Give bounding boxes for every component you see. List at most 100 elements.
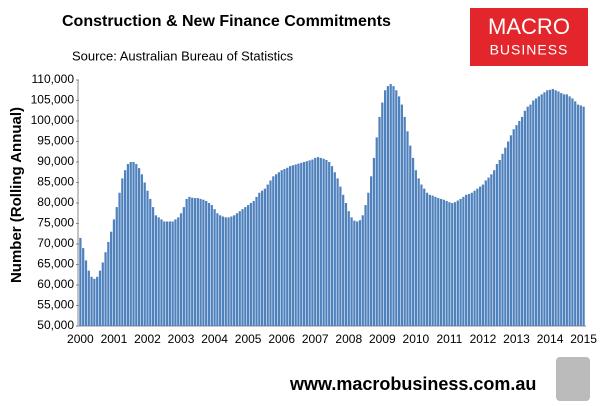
bar <box>395 90 398 326</box>
bar <box>272 176 275 326</box>
bar <box>417 178 420 326</box>
bar <box>574 101 577 326</box>
bar <box>579 105 582 326</box>
bar <box>252 200 255 326</box>
bar <box>110 231 113 326</box>
bar <box>470 192 473 326</box>
bar <box>112 219 116 326</box>
bar <box>342 194 345 326</box>
bar <box>353 220 356 326</box>
bar <box>325 159 328 326</box>
x-tick-label: 2007 <box>302 332 329 346</box>
bar <box>277 172 281 326</box>
bar <box>381 102 384 326</box>
x-tick-label: 2006 <box>268 332 295 346</box>
bar <box>177 217 180 326</box>
bar <box>462 196 465 326</box>
bar <box>179 213 183 326</box>
bar <box>465 194 468 326</box>
bar <box>291 165 294 326</box>
bar <box>302 162 306 326</box>
bar <box>160 219 163 326</box>
bar <box>409 145 412 326</box>
bar <box>437 198 440 326</box>
bar <box>249 203 253 326</box>
website: www.macrobusiness.com.au <box>289 374 536 394</box>
bar <box>322 158 325 326</box>
x-tick-label: 2004 <box>201 332 228 346</box>
bar <box>339 186 342 326</box>
y-tick-label: 110,000 <box>32 72 75 86</box>
bar <box>216 213 219 326</box>
y-tick-label: 95,000 <box>37 134 74 148</box>
x-tick-label: 2001 <box>101 332 128 346</box>
y-tick-label: 105,000 <box>31 93 75 107</box>
bar <box>347 211 350 326</box>
bar <box>333 172 336 326</box>
bar <box>241 209 244 326</box>
bar <box>367 192 370 326</box>
bar <box>537 96 540 327</box>
bar <box>375 137 378 326</box>
bar <box>546 90 549 326</box>
bar <box>224 217 227 326</box>
bar <box>543 92 546 326</box>
bar <box>165 221 169 326</box>
x-tick-label: 2005 <box>235 332 262 346</box>
bar <box>294 164 297 326</box>
bar <box>221 216 225 326</box>
bar <box>356 221 359 326</box>
bar <box>129 162 132 326</box>
bar <box>79 237 82 326</box>
bar <box>283 168 286 326</box>
bar <box>529 104 532 326</box>
bar <box>96 276 99 326</box>
bar <box>425 192 429 326</box>
bar <box>431 195 434 326</box>
chart-subtitle: Source: Australian Bureau of Statistics <box>72 48 294 63</box>
bar <box>300 162 303 326</box>
y-tick-label: 100,000 <box>31 113 75 127</box>
bar <box>456 200 459 326</box>
bar <box>121 178 124 326</box>
bar <box>207 203 211 326</box>
bar <box>230 216 233 326</box>
bar <box>400 104 404 326</box>
bar <box>473 190 476 326</box>
bar <box>163 221 166 326</box>
bar <box>361 215 364 326</box>
bar <box>269 180 272 326</box>
bar <box>562 94 566 326</box>
bar <box>115 207 118 326</box>
y-tick-label: 60,000 <box>37 277 74 291</box>
bar <box>316 157 320 326</box>
bar <box>534 98 538 326</box>
bar <box>370 176 373 326</box>
bar <box>344 203 348 326</box>
bar <box>560 93 563 327</box>
bar <box>188 196 191 326</box>
bar <box>258 192 261 326</box>
bar <box>135 164 138 326</box>
bar <box>428 194 431 326</box>
bar <box>185 198 188 326</box>
bar <box>364 205 367 326</box>
bar <box>227 217 230 326</box>
bar <box>174 219 177 326</box>
bar <box>576 104 580 326</box>
x-tick-label: 2008 <box>335 332 362 346</box>
bar <box>288 166 292 326</box>
bar <box>260 190 264 326</box>
bar <box>154 215 157 326</box>
bar <box>490 174 493 326</box>
bar <box>512 129 515 326</box>
bar <box>238 211 241 326</box>
bar <box>132 162 135 326</box>
bar <box>244 207 247 326</box>
bar <box>336 178 339 326</box>
bar <box>378 116 381 327</box>
bar <box>319 157 322 326</box>
x-tick-label: 2000 <box>67 332 94 346</box>
